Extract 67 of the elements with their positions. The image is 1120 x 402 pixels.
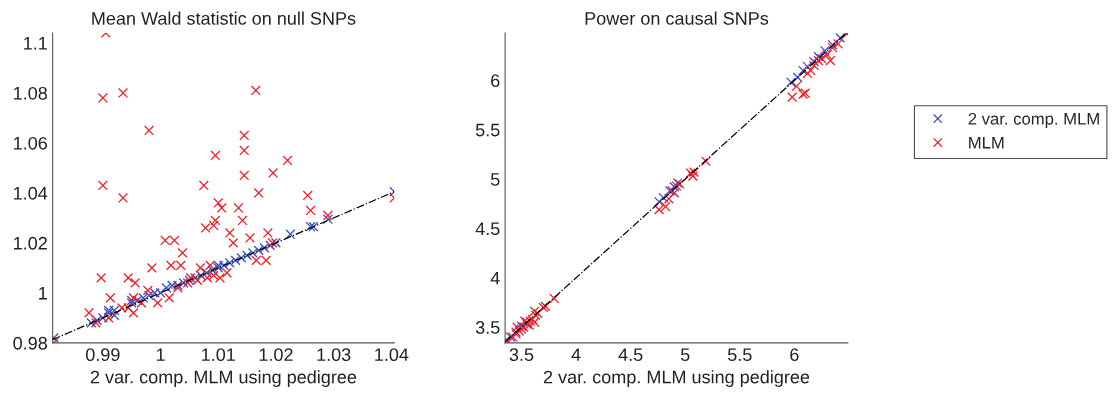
y-tick-label: 5.5 [475, 123, 500, 137]
y-tick-label: 4.5 [475, 222, 500, 236]
point [835, 32, 846, 43]
legend-label: 2 var. comp. MLM [968, 112, 1099, 128]
x-tick-label: 4.5 [618, 348, 643, 362]
point [832, 38, 844, 49]
point [178, 277, 189, 288]
point [663, 193, 674, 204]
point [138, 292, 149, 303]
point [653, 204, 665, 215]
point [660, 201, 671, 212]
point [792, 72, 803, 83]
y-tick-label: 1.08 [14, 86, 47, 100]
y-tick-label: 4 [490, 271, 500, 285]
x-tick-label: 4 [571, 348, 581, 361]
y-tick-label: 5 [490, 173, 500, 186]
chart-title: Mean Wald statistic on null SNPs [92, 11, 356, 25]
point [86, 317, 97, 328]
point [253, 245, 264, 256]
point [819, 45, 830, 56]
point [791, 81, 802, 92]
point [259, 242, 270, 253]
x-axis-title: 2 var. comp. MLM using pedigree [543, 370, 810, 387]
y-tick-label: 1.02 [14, 236, 47, 250]
x-tick-label: 1.03 [317, 348, 351, 362]
point [143, 290, 155, 301]
point [242, 250, 253, 261]
point [653, 196, 665, 207]
point [161, 282, 172, 293]
point [201, 267, 212, 278]
legend-label: MLM [969, 136, 1004, 149]
point [322, 214, 333, 225]
y-tick-label: 1.06 [14, 136, 47, 150]
y-tick-label: 1.04 [14, 186, 48, 200]
point [658, 192, 669, 203]
chart-title: Power on causal SNPs [585, 11, 769, 25]
x-tick-label: 1.01 [202, 348, 235, 362]
point [700, 156, 711, 167]
point [808, 56, 820, 67]
x-tick-label: 1 [156, 348, 165, 361]
point [822, 49, 833, 60]
point [247, 247, 258, 258]
point [549, 293, 560, 304]
y-tick-label: 1 [39, 287, 47, 300]
x-tick-label: 3.5 [509, 348, 534, 362]
point [798, 65, 809, 76]
point [109, 310, 120, 321]
y-tick-label: 0.98 [13, 336, 47, 350]
point [224, 257, 235, 268]
point [285, 229, 296, 240]
x-tick-label: 5.5 [727, 348, 752, 362]
point [195, 270, 206, 281]
x-axis-title: 2 var. comp. MLM using pedigree [90, 370, 357, 387]
point [236, 252, 247, 263]
point [808, 60, 820, 71]
point [786, 77, 797, 88]
x-tick-label: 1.02 [259, 348, 293, 362]
x-tick-label: 6 [790, 348, 799, 362]
y-tick-label: 3.5 [475, 321, 500, 334]
y-tick-label: 1.1 [24, 37, 47, 50]
x-tick-label: 0.99 [85, 348, 120, 362]
point [787, 92, 798, 103]
x-tick-label: 1.04 [375, 348, 409, 362]
point [97, 312, 108, 323]
point [230, 255, 241, 266]
y-tick-label: 6 [491, 74, 500, 88]
x-tick-label: 5 [680, 348, 690, 362]
